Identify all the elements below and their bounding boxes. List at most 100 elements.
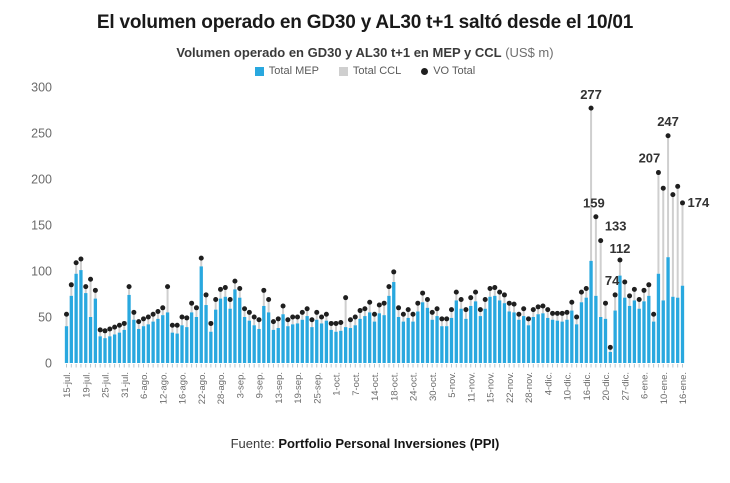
data-point-label: 133 bbox=[605, 219, 627, 234]
mep-bar-segment bbox=[156, 318, 160, 363]
vo-total-dot bbox=[246, 309, 252, 315]
x-axis-tick-label: 20-dic. bbox=[601, 372, 612, 401]
ccl-bar-segment bbox=[643, 290, 645, 302]
ccl-bar-segment bbox=[248, 312, 251, 321]
vo-total-dot bbox=[434, 306, 440, 312]
mep-bar-segment bbox=[291, 324, 295, 363]
vo-total-dot bbox=[583, 285, 589, 291]
chart-subtitle-units: (US$ m) bbox=[501, 45, 554, 60]
ccl-bar-segment bbox=[209, 323, 212, 332]
mep-bar-segment bbox=[242, 317, 247, 363]
vo-total-dot bbox=[78, 256, 84, 262]
mep-bar-segment bbox=[180, 325, 184, 363]
chart-subtitle: Volumen operado en GD30 y AL30 t+1 en ME… bbox=[0, 45, 730, 60]
x-axis-tick-label: 6-ene. bbox=[640, 372, 651, 399]
ccl-bar-segment bbox=[166, 286, 169, 313]
vo-total-dot bbox=[121, 320, 127, 326]
ccl-bar-segment bbox=[503, 294, 506, 304]
vo-total-dot bbox=[232, 278, 238, 284]
vo-total-dot bbox=[574, 314, 580, 320]
ccl-bar-segment bbox=[118, 325, 121, 333]
mep-bar-segment bbox=[170, 332, 175, 363]
vo-total-dot bbox=[251, 314, 257, 320]
mep-bar-segment bbox=[512, 312, 516, 363]
chart-header: El volumen operado en GD30 y AL30 t+1 sa… bbox=[0, 0, 730, 77]
vo-total-dot bbox=[160, 305, 166, 311]
vo-total-dot bbox=[636, 297, 642, 303]
y-axis-tick-label: 50 bbox=[38, 311, 52, 325]
mep-bar-segment bbox=[416, 311, 420, 363]
ccl-bar-segment bbox=[181, 317, 183, 326]
mep-bar-segment bbox=[74, 273, 78, 363]
ccl-bar-segment bbox=[431, 312, 434, 320]
ccl-bar-segment bbox=[469, 297, 472, 306]
mep-bar-segment bbox=[93, 298, 98, 363]
vo-total-dot bbox=[179, 314, 185, 320]
ccl-bar-segment bbox=[200, 258, 203, 267]
ccl-bar-segment bbox=[123, 323, 126, 330]
vo-total-dot bbox=[116, 322, 122, 328]
vo-total-dot bbox=[275, 316, 281, 322]
vo-total-dot bbox=[463, 307, 469, 313]
x-axis-tick-label: 13-sep. bbox=[274, 372, 285, 404]
mep-bar-segment bbox=[281, 314, 285, 363]
mep-bar-segment bbox=[137, 328, 141, 363]
ccl-bar-segment bbox=[344, 297, 347, 328]
mep-bar-segment bbox=[680, 285, 685, 363]
ccl-bar-segment bbox=[368, 302, 371, 313]
vo-total-dot bbox=[492, 285, 498, 291]
ccl-bar-segment bbox=[315, 312, 318, 320]
mep-bar-segment bbox=[435, 316, 439, 363]
ccl-bar-segment bbox=[421, 293, 424, 303]
mep-bar-segment bbox=[339, 330, 343, 363]
vo-total-dot bbox=[309, 317, 315, 323]
mep-bar-segment bbox=[546, 317, 550, 363]
vo-total-dot bbox=[578, 289, 584, 295]
mep-bar-segment bbox=[252, 325, 256, 363]
mep-bar-segment bbox=[319, 323, 324, 363]
mep-bar-segment bbox=[541, 313, 545, 363]
mep-bar-segment bbox=[117, 332, 122, 363]
mep-bar-segment bbox=[406, 317, 410, 363]
mep-bar-segment bbox=[286, 326, 290, 363]
x-axis-tick-label: 6-ago. bbox=[139, 372, 150, 399]
mep-bar-segment bbox=[483, 308, 487, 363]
mep-bar-segment bbox=[262, 305, 266, 363]
vo-total-dot bbox=[612, 292, 618, 298]
mep-bar-segment bbox=[517, 319, 521, 363]
mep-bar-segment bbox=[599, 317, 603, 363]
mep-bar-segment bbox=[151, 321, 155, 363]
ccl-bar-segment bbox=[517, 314, 520, 320]
vo-total-dot bbox=[420, 290, 426, 296]
y-axis-tick-label: 100 bbox=[31, 265, 52, 279]
ccl-bar-segment bbox=[75, 262, 78, 274]
vo-total-dot bbox=[213, 297, 219, 303]
ccl-bar-segment bbox=[156, 311, 159, 319]
vo-total-dot bbox=[641, 287, 647, 293]
ccl-bar-segment bbox=[161, 307, 164, 316]
ccl-bar-segment bbox=[575, 317, 578, 325]
vo-total-dot bbox=[256, 317, 262, 323]
vo-total-dot bbox=[550, 310, 556, 316]
x-axis-tick-label: 15-nov. bbox=[486, 372, 497, 403]
vo-total-dot bbox=[660, 185, 666, 191]
ccl-bar-segment bbox=[455, 292, 458, 301]
mep-bar-segment bbox=[112, 334, 117, 363]
ccl-swatch-icon bbox=[338, 66, 348, 76]
mep-bar-segment bbox=[98, 336, 102, 363]
mep-bar-segment bbox=[574, 324, 579, 363]
ccl-bar-segment bbox=[594, 216, 597, 296]
vo-total-dot bbox=[598, 238, 604, 244]
mep-bar-segment bbox=[108, 336, 112, 363]
ccl-bar-segment bbox=[440, 318, 443, 327]
vo-total-dot bbox=[415, 300, 421, 306]
ccl-bar-segment bbox=[339, 322, 342, 331]
vo-total-dot bbox=[675, 183, 681, 189]
mep-bar-segment bbox=[526, 325, 531, 363]
mep-bar-segment bbox=[165, 312, 170, 363]
mep-bar-segment bbox=[555, 320, 560, 363]
vo-total-dot bbox=[150, 311, 156, 317]
vo-total-dot bbox=[145, 314, 151, 320]
ccl-bar-segment bbox=[132, 312, 135, 320]
vo-total-dot bbox=[218, 286, 223, 292]
